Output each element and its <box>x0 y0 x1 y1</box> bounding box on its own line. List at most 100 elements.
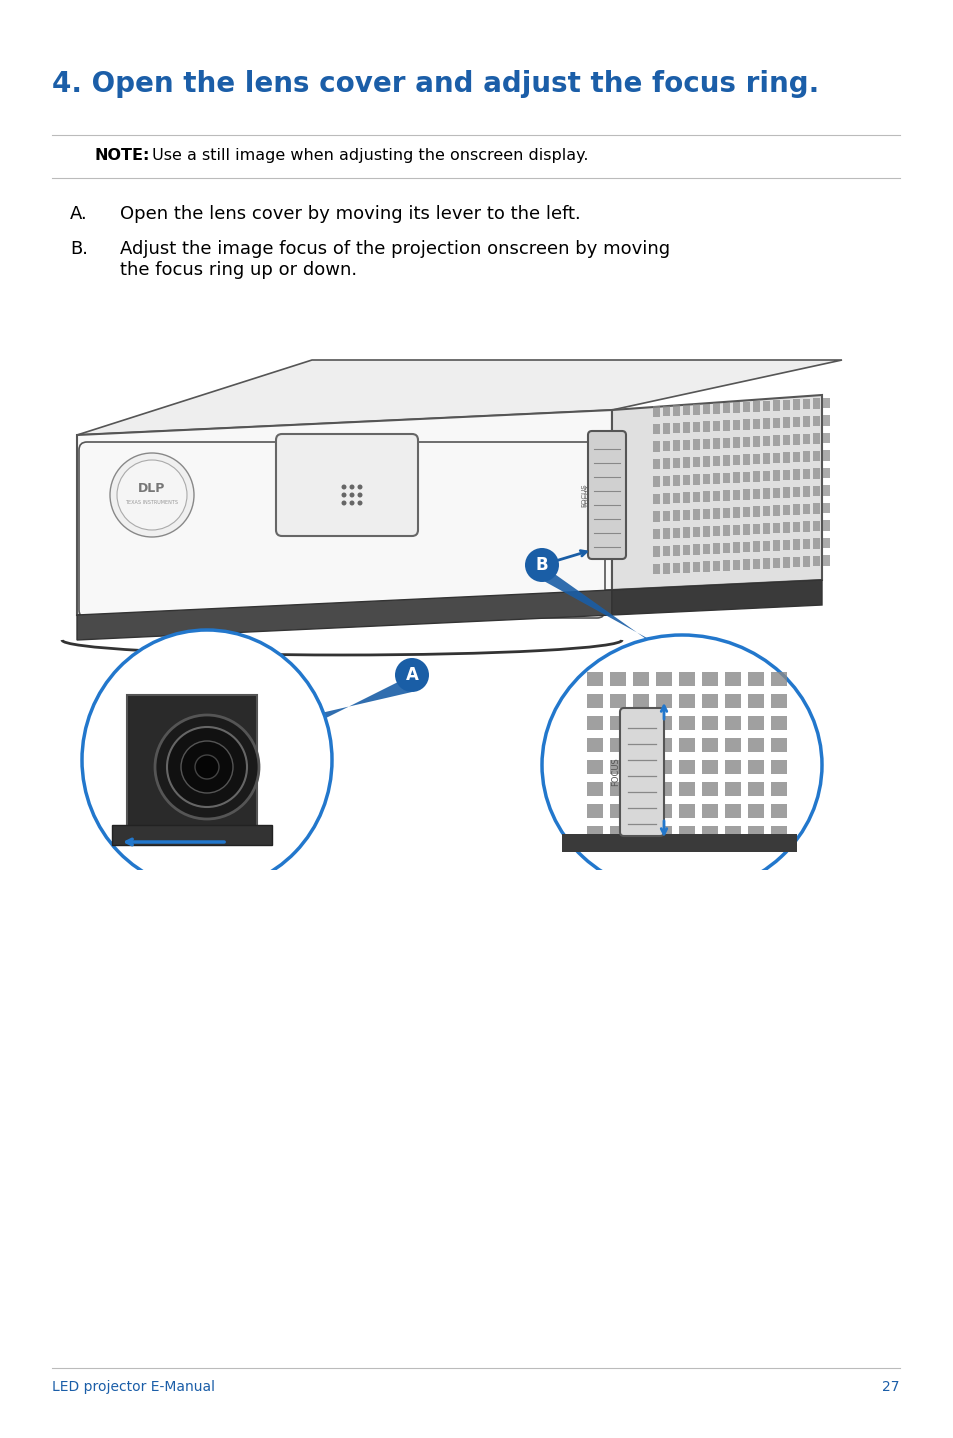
Bar <box>792 503 800 515</box>
Bar <box>702 473 709 485</box>
Bar <box>692 439 700 450</box>
Bar <box>662 528 669 538</box>
Bar <box>712 561 720 571</box>
Bar <box>586 716 602 731</box>
Bar <box>792 417 800 427</box>
Bar <box>762 436 769 446</box>
Bar <box>609 761 625 774</box>
Bar <box>656 695 671 707</box>
Bar <box>742 472 749 482</box>
Bar <box>662 564 669 574</box>
Bar <box>752 541 760 552</box>
Bar <box>752 453 760 464</box>
Bar <box>633 804 648 818</box>
Polygon shape <box>77 410 612 615</box>
Bar <box>802 503 809 513</box>
Bar <box>812 416 820 426</box>
Bar <box>724 672 740 686</box>
Bar <box>672 457 679 467</box>
Bar <box>747 804 763 818</box>
FancyBboxPatch shape <box>587 431 625 559</box>
Bar <box>782 417 789 427</box>
Bar <box>822 467 829 477</box>
Bar <box>742 523 749 535</box>
Bar <box>692 456 700 467</box>
Bar <box>732 489 740 500</box>
FancyBboxPatch shape <box>619 707 663 835</box>
Bar <box>682 509 689 521</box>
Bar <box>724 738 740 752</box>
Polygon shape <box>282 674 412 741</box>
Circle shape <box>167 728 247 807</box>
Bar <box>812 450 820 462</box>
Bar <box>802 416 809 427</box>
Bar <box>682 421 689 433</box>
Bar <box>633 716 648 731</box>
Bar <box>662 510 669 521</box>
Bar <box>782 400 789 410</box>
Circle shape <box>349 492 355 498</box>
Circle shape <box>154 715 258 820</box>
Bar <box>812 467 820 479</box>
Bar <box>742 559 749 569</box>
Bar <box>722 508 729 518</box>
Bar <box>724 782 740 797</box>
Circle shape <box>341 492 346 498</box>
Bar <box>633 695 648 707</box>
Bar <box>679 782 695 797</box>
Bar <box>679 761 695 774</box>
Bar <box>792 434 800 444</box>
Circle shape <box>181 741 233 792</box>
Bar <box>802 433 809 444</box>
Bar <box>692 509 700 519</box>
Bar <box>752 436 760 447</box>
Polygon shape <box>612 580 821 615</box>
Text: LED projector E-Manual: LED projector E-Manual <box>52 1380 214 1393</box>
Bar <box>701 695 718 707</box>
Bar <box>652 493 659 503</box>
Bar <box>609 804 625 818</box>
Bar <box>782 522 789 532</box>
Bar <box>722 403 729 413</box>
Bar <box>724 825 740 840</box>
Bar <box>692 526 700 536</box>
Bar <box>586 761 602 774</box>
Bar <box>701 716 718 731</box>
Bar <box>822 502 829 513</box>
Bar <box>802 486 809 496</box>
Bar <box>701 761 718 774</box>
Bar <box>802 521 809 532</box>
Bar <box>782 487 789 498</box>
Circle shape <box>341 500 346 506</box>
Bar <box>782 434 789 444</box>
Bar <box>662 545 669 557</box>
Bar <box>662 423 669 433</box>
Bar <box>679 804 695 818</box>
Bar <box>747 672 763 686</box>
Bar <box>782 469 789 480</box>
Bar <box>742 401 749 413</box>
Bar <box>701 825 718 840</box>
Bar <box>792 452 800 462</box>
Text: B.: B. <box>70 240 88 257</box>
Bar <box>702 526 709 536</box>
Bar <box>656 672 671 686</box>
Bar <box>770 695 786 707</box>
Bar <box>672 406 679 416</box>
Bar <box>732 472 740 483</box>
Bar <box>672 510 679 521</box>
Text: TEXAS INSTRUMENTS: TEXAS INSTRUMENTS <box>126 499 178 505</box>
Bar <box>692 561 700 572</box>
Bar <box>679 738 695 752</box>
Bar <box>762 418 769 429</box>
Bar <box>712 508 720 519</box>
Bar <box>770 672 786 686</box>
Bar <box>742 418 749 430</box>
Bar <box>609 672 625 686</box>
Bar <box>722 454 729 466</box>
Bar <box>732 525 740 535</box>
Bar <box>702 439 709 449</box>
Bar <box>782 557 789 568</box>
Text: Open the lens cover by moving its lever to the left.: Open the lens cover by moving its lever … <box>120 206 580 223</box>
Bar <box>682 492 689 502</box>
